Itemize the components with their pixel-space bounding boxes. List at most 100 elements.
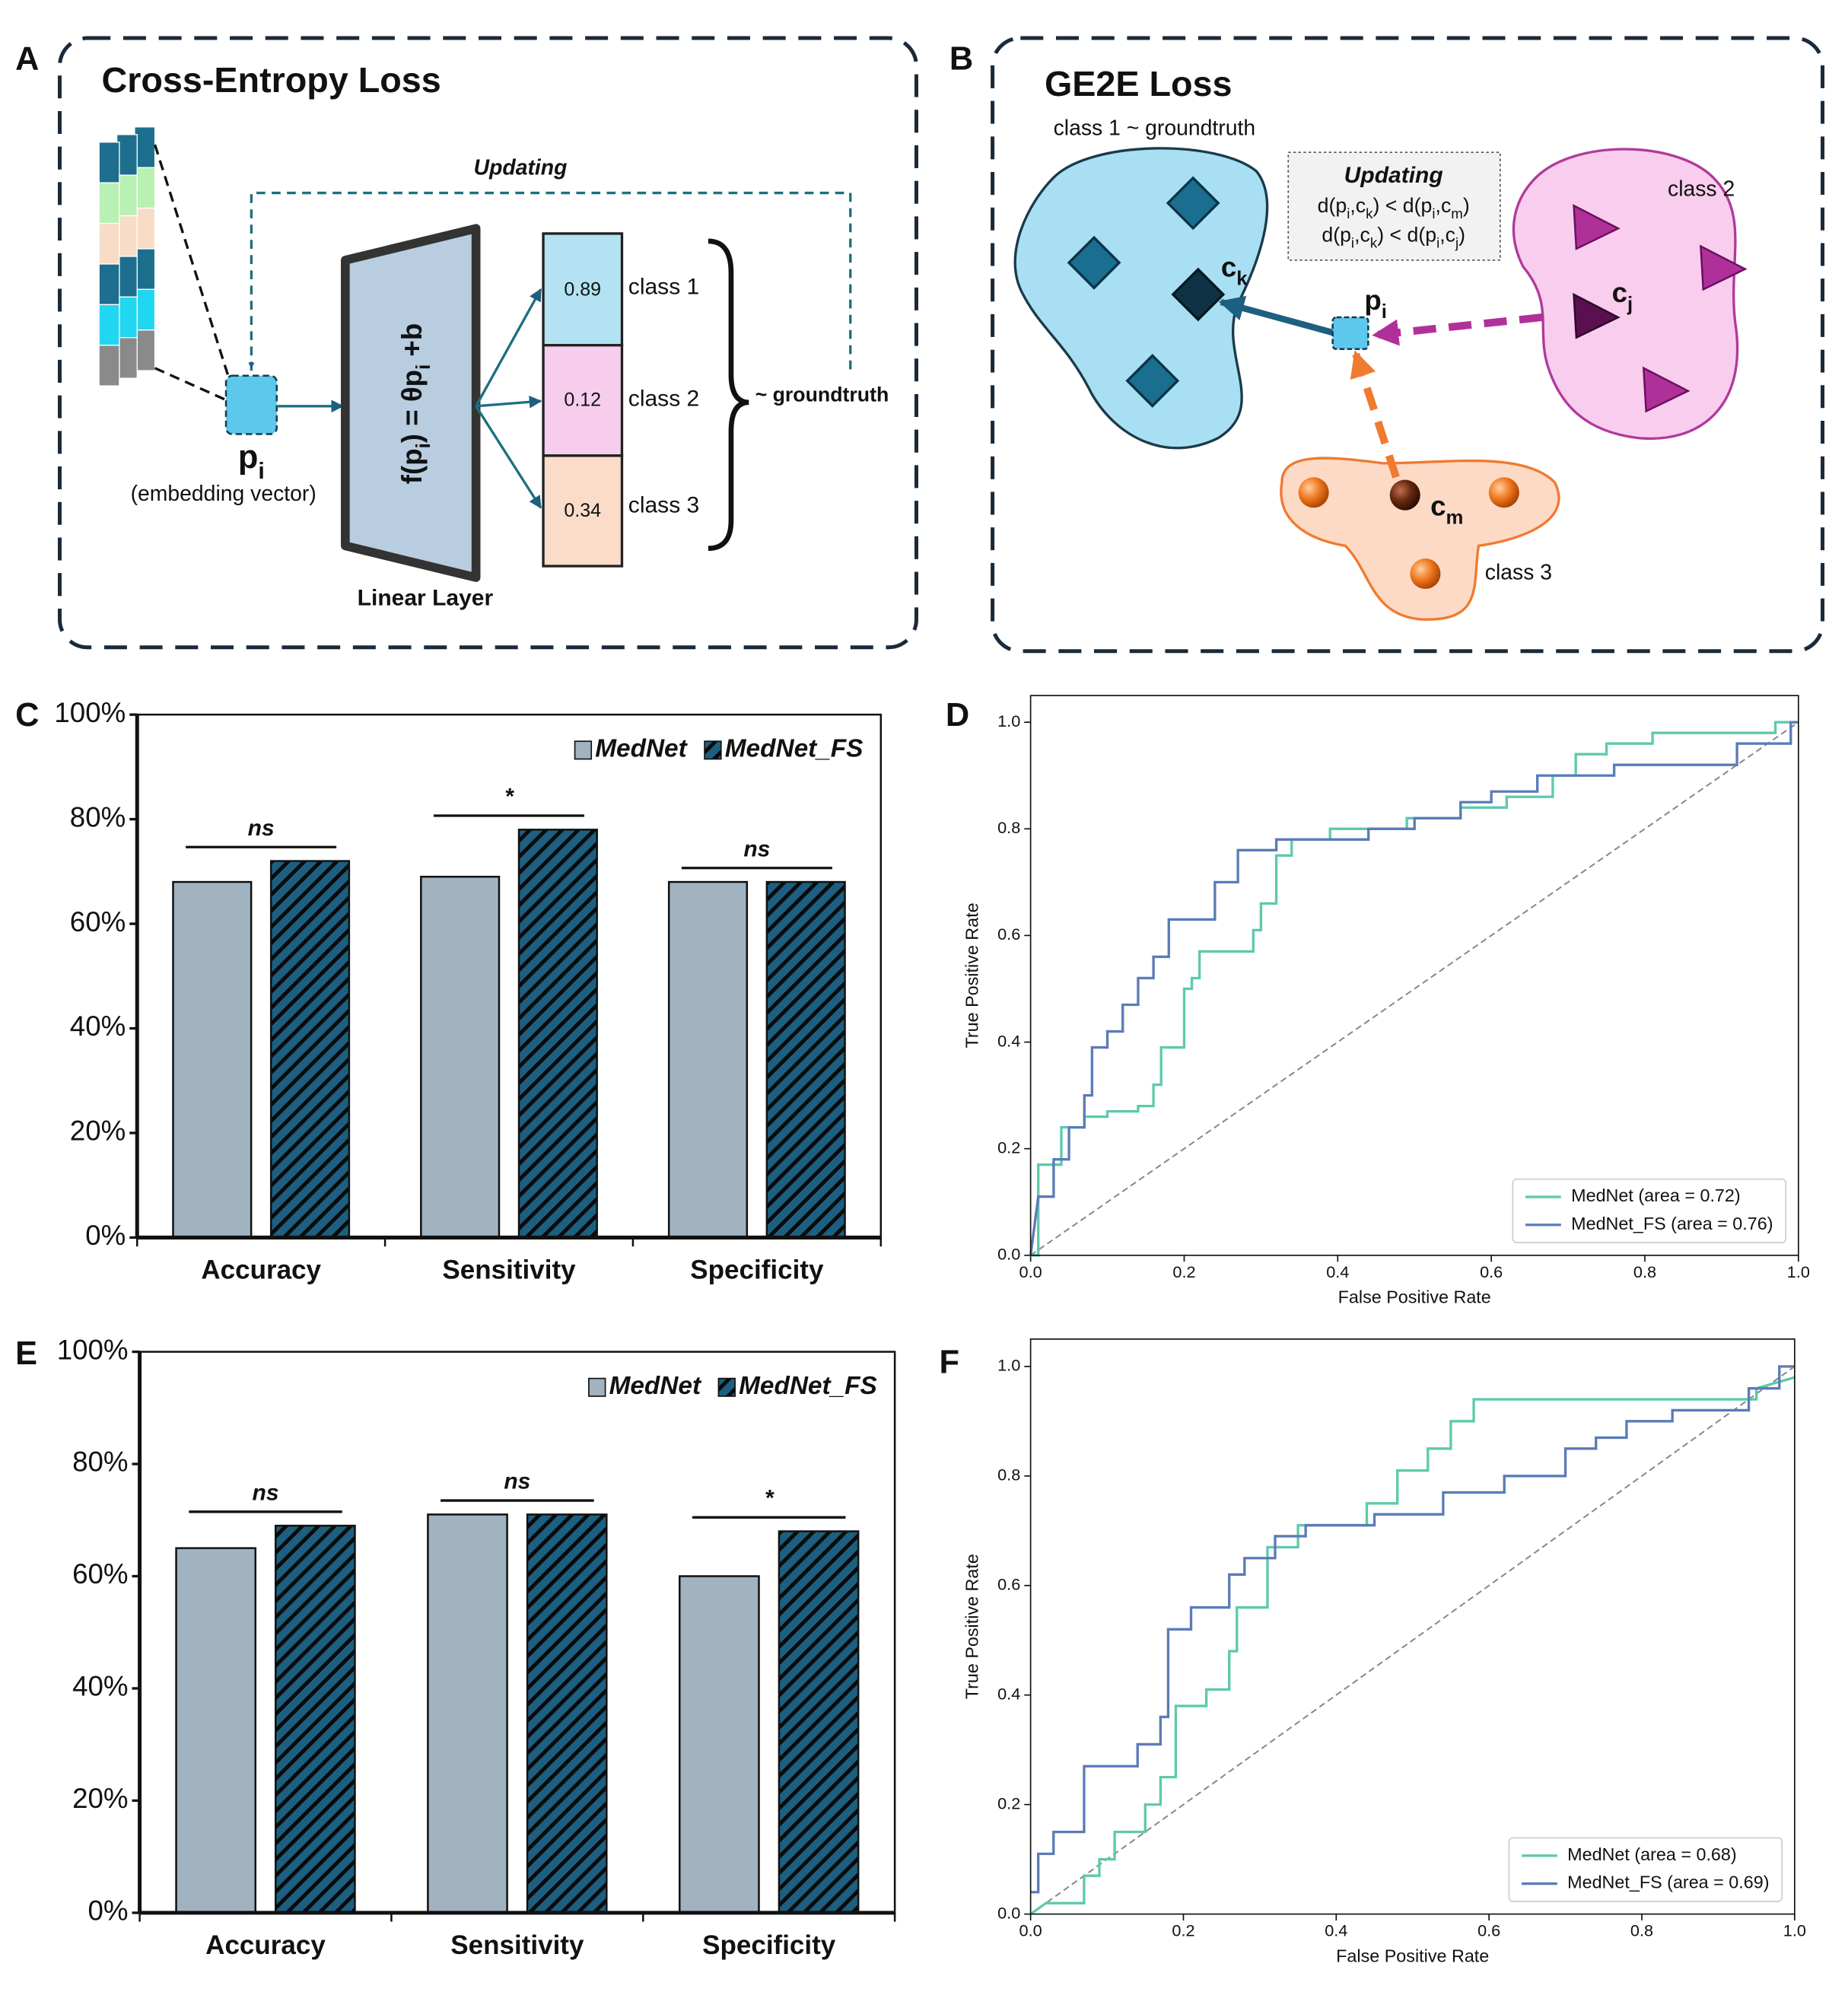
panel-label: B [949, 41, 973, 78]
x-tick-label: 1.0 [1783, 1921, 1806, 1940]
x-tick-label: 0.4 [1325, 1921, 1347, 1940]
rule-part: ) [1463, 194, 1470, 217]
y-tick-label: 100% [57, 1334, 129, 1365]
diagram-title: Cross-Entropy Loss [102, 60, 441, 100]
y-tick-label: 40% [70, 1010, 126, 1042]
y-tick-label: 20% [70, 1115, 126, 1147]
class-3-region [1280, 457, 1560, 621]
legend-box [1508, 1837, 1783, 1902]
y-tick-label: 80% [72, 1446, 128, 1478]
layer-label: Linear Layer [358, 585, 494, 610]
x-tick-label: Accuracy [201, 1255, 321, 1285]
rule-sub: i [1432, 205, 1435, 221]
x-tick-label: 0.4 [1326, 1262, 1349, 1281]
bar [526, 1513, 608, 1914]
chance-line [1030, 1366, 1796, 1915]
symbol: p [1364, 285, 1381, 316]
legend-swatch [588, 1377, 606, 1397]
output-class: class 3 [628, 493, 699, 518]
class-1-region [1013, 147, 1269, 450]
class-3-sample [1298, 477, 1329, 508]
rule-part: ,c [1354, 223, 1370, 246]
output-class: class 1 [628, 275, 699, 300]
formula-sub: i [413, 364, 434, 370]
bar-chart: 0% 20% 40% 60% 80% 100% Accuracy ns Sensitivity *… [54, 697, 883, 1285]
class-3-centroid [1389, 479, 1420, 511]
y-tick-label: 0.8 [997, 1465, 1020, 1485]
output-value: 0.89 [564, 279, 601, 301]
pull-arrow [1218, 295, 1334, 336]
class-1-centroid [1171, 267, 1226, 322]
y-tick-label: 0.8 [997, 818, 1020, 837]
embedding-caption: (embedding vector) [131, 482, 316, 506]
class-1-sample [1067, 235, 1121, 290]
formula-part: ) = θp [396, 370, 428, 443]
x-tick-label: 0.8 [1633, 1262, 1656, 1281]
x-tick-label: Accuracy [205, 1930, 326, 1960]
bar [778, 1530, 860, 1914]
legend-label: MedNet_FS [725, 735, 864, 763]
line-chart: 0.0 0.2 0.4 0.6 0.8 1.0 0.0 0.2 0.4 0.6 0.8 1.0 Fals… [962, 695, 1810, 1307]
legend-label: MedNet_FS [739, 1372, 877, 1400]
class-2-sample [1642, 366, 1691, 413]
legend: MedNet MedNet_FS [574, 735, 864, 763]
output-box [542, 344, 624, 457]
legend-swatch [717, 1377, 736, 1397]
projection-line [154, 367, 230, 403]
x-tick-label: Specificity [702, 1930, 836, 1960]
linear-layer [340, 224, 481, 582]
rule-sub: k [1366, 205, 1373, 221]
projection-line [154, 144, 230, 377]
y-tick-label: 0.2 [997, 1793, 1020, 1812]
y-tick-label: 60% [72, 1558, 128, 1590]
arrow [475, 405, 542, 509]
legend-label: MedNet_FS (area = 0.69) [1567, 1873, 1769, 1892]
class-3-sample [1410, 558, 1441, 590]
rule-sub: i [1436, 235, 1439, 251]
subscript: k [1236, 268, 1248, 289]
rule-part: ,c [1436, 194, 1452, 217]
panel-frame [57, 36, 918, 650]
bar [172, 880, 253, 1239]
updating-title: Updating [1344, 163, 1443, 188]
rule-part: ,c [1350, 194, 1366, 217]
y-axis-label: True Positive Rate [962, 902, 982, 1048]
x-tick-label: 0.6 [1480, 1262, 1503, 1281]
legend-label: MedNet (area = 0.68) [1567, 1844, 1737, 1864]
bar [175, 1547, 257, 1914]
x-tick-label: 0.6 [1477, 1921, 1500, 1940]
bar [765, 880, 846, 1239]
plot-frame [1029, 695, 1799, 1256]
class-label: class 3 [1485, 560, 1552, 584]
y-tick-label: 0.4 [997, 1031, 1020, 1050]
x-tick-label: 0.0 [1019, 1262, 1042, 1281]
legend-label: MedNet (area = 0.72) [1571, 1185, 1741, 1205]
updating-rule: d(pi,ck) < d(pi,cj) [1322, 223, 1465, 250]
significance-label: * [504, 784, 514, 810]
x-tick-label: Specificity [690, 1255, 824, 1285]
updating-rule: d(pi,ck) < d(pi,cm) [1318, 194, 1470, 221]
x-axis-label: False Positive Rate [1338, 1287, 1491, 1307]
arrow [476, 395, 542, 409]
target-label: ~ groundtruth [755, 383, 889, 406]
legend-label: MedNet_FS (area = 0.76) [1571, 1214, 1773, 1233]
legend-box [1512, 1178, 1787, 1243]
bar [667, 880, 749, 1239]
bar [517, 829, 598, 1239]
y-tick-label: 0% [85, 1220, 126, 1251]
point-label: ck [1221, 251, 1248, 289]
y-tick-label: 60% [70, 906, 126, 937]
class-1-sample [1166, 176, 1220, 231]
x-tick-label: Sensitivity [442, 1255, 576, 1285]
bar-chart: 0% 20% 40% 60% 80% 100% Accuracy ns Sensitivity n… [57, 1334, 896, 1960]
panel-label: E [15, 1335, 37, 1372]
legend-label: MedNet [595, 735, 688, 763]
y-tick-label: 100% [54, 697, 126, 728]
roc-curve [1030, 721, 1799, 1257]
y-tick-label: 80% [70, 801, 126, 832]
panel-label: C [15, 697, 39, 734]
rule-sub: k [1370, 235, 1378, 251]
formula: f(pi) = θpi +b [396, 323, 434, 484]
x-tick-label: 0.2 [1172, 1921, 1194, 1940]
